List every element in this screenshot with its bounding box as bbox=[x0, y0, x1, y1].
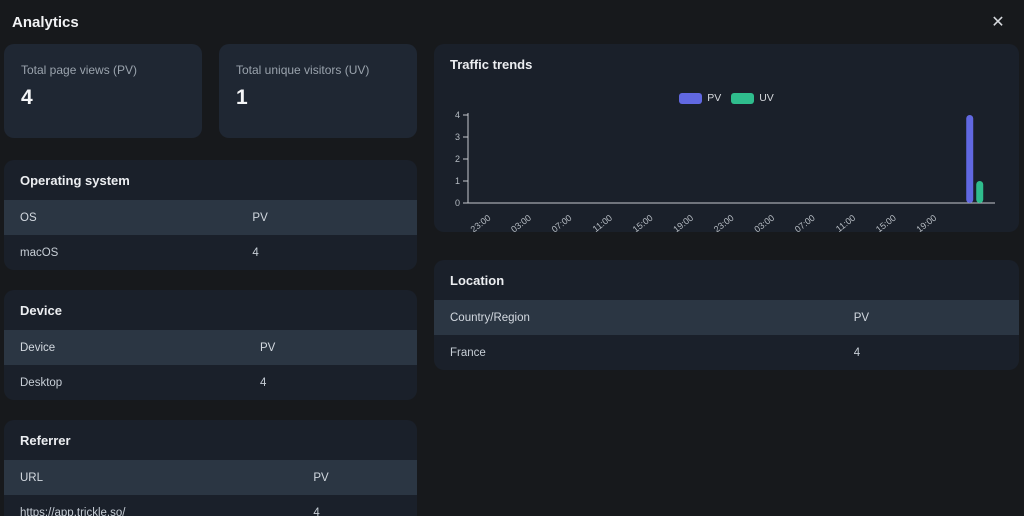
stat-value: 1 bbox=[236, 86, 248, 109]
referrer-table: URL PV https://app.trickle.so/ 4 bbox=[4, 460, 417, 516]
location-card: Location Country/Region PV France 4 bbox=[434, 260, 1019, 370]
column-header: PV bbox=[313, 471, 329, 484]
table-header: URL PV bbox=[4, 460, 417, 495]
column-header: Device bbox=[20, 341, 56, 354]
column-header: Country/Region bbox=[450, 311, 530, 324]
stat-label: Total unique visitors (UV) bbox=[236, 63, 370, 77]
svg-text:19:00: 19:00 bbox=[671, 213, 695, 232]
stat-card-unique-visitors: Total unique visitors (UV) 1 bbox=[219, 44, 417, 138]
pv-legend-swatch bbox=[679, 92, 703, 104]
traffic-trends-card: Traffic trends PV UV 0 1 2 3 4 23:00 03:00 07:0… bbox=[434, 44, 1019, 232]
svg-text:4: 4 bbox=[455, 110, 460, 120]
column-header: OS bbox=[20, 211, 37, 224]
table-header: Device PV bbox=[4, 330, 417, 365]
svg-text:11:00: 11:00 bbox=[591, 213, 614, 232]
table-row: Desktop 4 bbox=[4, 365, 417, 400]
svg-text:03:00: 03:00 bbox=[509, 213, 533, 232]
stat-cards-row: Total page views (PV) 4 Total unique vis… bbox=[4, 44, 417, 138]
operating-system-card: Operating system OS PV macOS 4 bbox=[4, 160, 417, 270]
right-column: Traffic trends PV UV 0 1 2 3 4 23:00 03:00 07:0… bbox=[434, 44, 1019, 390]
legend-item-pv[interactable]: PV bbox=[679, 92, 721, 104]
table-cell: Desktop bbox=[20, 376, 63, 389]
chart-legend: PV UV bbox=[434, 91, 1019, 105]
svg-text:11:00: 11:00 bbox=[834, 213, 857, 232]
svg-text:07:00: 07:00 bbox=[550, 213, 574, 232]
stat-card-page-views: Total page views (PV) 4 bbox=[4, 44, 202, 138]
svg-text:03:00: 03:00 bbox=[752, 213, 776, 232]
svg-text:0: 0 bbox=[455, 198, 460, 208]
location-table: Country/Region PV France 4 bbox=[434, 300, 1019, 370]
svg-text:23:00: 23:00 bbox=[469, 213, 493, 232]
table-row: macOS 4 bbox=[4, 235, 417, 270]
svg-text:1: 1 bbox=[455, 176, 460, 186]
table-cell: 4 bbox=[260, 376, 267, 389]
uv-legend-swatch bbox=[731, 92, 755, 104]
referrer-card: Referrer URL PV https://app.trickle.so/ … bbox=[4, 420, 417, 516]
svg-text:19:00: 19:00 bbox=[915, 213, 939, 232]
left-column: Total page views (PV) 4 Total unique vis… bbox=[4, 44, 417, 516]
table-cell: France bbox=[450, 346, 486, 359]
legend-label: PV bbox=[707, 92, 722, 104]
column-header: PV bbox=[252, 211, 268, 224]
operating-system-table: OS PV macOS 4 bbox=[4, 200, 417, 270]
svg-text:15:00: 15:00 bbox=[874, 213, 898, 232]
card-title: Traffic trends bbox=[450, 57, 533, 72]
svg-text:23:00: 23:00 bbox=[712, 213, 736, 232]
svg-text:3: 3 bbox=[455, 132, 460, 142]
column-header: URL bbox=[20, 471, 44, 484]
card-title: Referrer bbox=[20, 433, 71, 448]
table-cell: https://app.trickle.so/ bbox=[20, 506, 126, 516]
svg-text:2: 2 bbox=[455, 154, 460, 164]
table-cell: macOS bbox=[20, 246, 59, 259]
card-title: Device bbox=[20, 303, 62, 318]
device-card: Device Device PV Desktop 4 bbox=[4, 290, 417, 400]
table-cell: 4 bbox=[853, 346, 861, 359]
column-header: PV bbox=[260, 341, 276, 354]
traffic-chart: 0 1 2 3 4 23:00 03:00 07:00 11:00 15:00 19:00 23:00… bbox=[446, 109, 1009, 232]
panel-content: Total page views (PV) 4 Total unique vis… bbox=[0, 44, 1024, 516]
device-table: Device PV Desktop 4 bbox=[4, 330, 417, 400]
stat-label: Total page views (PV) bbox=[21, 63, 138, 77]
close-icon[interactable]: ✕ bbox=[991, 14, 1005, 31]
table-row: France 4 bbox=[434, 335, 1019, 370]
panel-header: Analytics ✕ bbox=[0, 0, 1024, 44]
svg-text:07:00: 07:00 bbox=[793, 213, 817, 232]
card-title: Location bbox=[450, 273, 505, 288]
table-header: Country/Region PV bbox=[434, 300, 1019, 335]
column-header: PV bbox=[853, 311, 870, 324]
svg-text:15:00: 15:00 bbox=[631, 213, 655, 232]
table-cell: 4 bbox=[252, 246, 259, 259]
table-cell: 4 bbox=[313, 506, 320, 516]
legend-item-uv[interactable]: UV bbox=[731, 92, 774, 104]
legend-label: UV bbox=[759, 92, 774, 104]
table-row: https://app.trickle.so/ 4 bbox=[4, 495, 417, 516]
stat-value: 4 bbox=[21, 86, 33, 109]
page-title: Analytics bbox=[12, 13, 79, 31]
table-header: OS PV bbox=[4, 200, 417, 235]
card-title: Operating system bbox=[20, 173, 130, 188]
